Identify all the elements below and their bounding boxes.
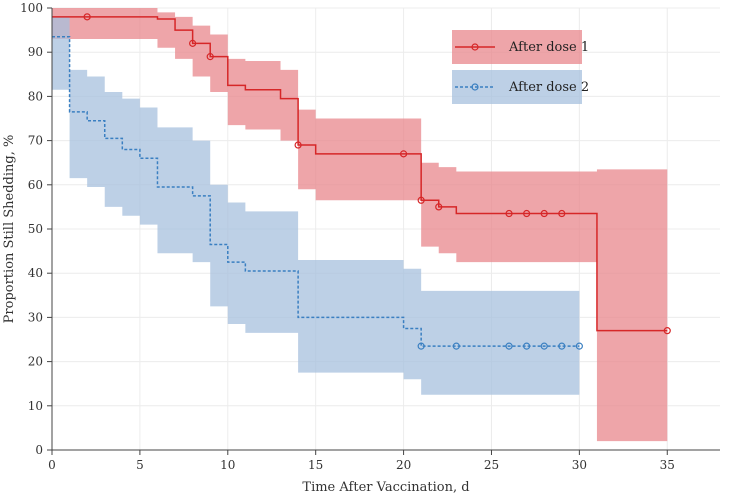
legend: After dose 1 After dose 2: [452, 30, 589, 104]
x-axis-title: Time After Vaccination, d: [302, 480, 469, 495]
censor-marker: [558, 209, 566, 218]
x-tick-label: 20: [396, 458, 411, 472]
confidence-band-1: [52, 8, 668, 442]
censor-marker: [540, 209, 548, 218]
censor-marker: [294, 141, 302, 149]
censor-marker: [399, 150, 408, 158]
y-tick-label: 80: [28, 89, 43, 103]
censor-markers: [83, 13, 671, 350]
survival-line-2: [52, 35, 580, 347]
censor-marker: [663, 327, 671, 335]
legend-label: After dose 1: [508, 40, 589, 55]
x-tick-label: 5: [136, 458, 144, 472]
legend-marker-swatch: [471, 43, 479, 51]
censor-marker: [206, 53, 214, 61]
y-tick-label: 40: [28, 266, 43, 280]
censor-marker: [523, 342, 531, 350]
censor-marker: [417, 196, 425, 204]
y-tick-label: 20: [28, 355, 43, 369]
censor-marker: [558, 342, 566, 350]
y-tick-label: 70: [28, 134, 43, 148]
y-tick-label: 90: [28, 45, 43, 59]
y-tick-label: 60: [28, 178, 43, 192]
censor-marker: [452, 342, 460, 350]
survival-line-1: [52, 16, 668, 332]
survival-lines: [52, 16, 668, 347]
y-tick-label: 30: [28, 310, 43, 324]
y-tick-label: 50: [28, 222, 43, 236]
y-tick-label: 100: [20, 1, 43, 15]
censor-marker: [505, 342, 513, 350]
legend-label: After dose 2: [508, 80, 589, 95]
y-tick-label: 10: [28, 399, 43, 413]
y-tick-label: 0: [35, 443, 43, 457]
x-tick-label: 15: [308, 458, 323, 472]
legend-marker-swatch: [471, 83, 479, 91]
censor-marker: [83, 13, 91, 21]
confidence-bands: [52, 8, 668, 442]
x-tick-label: 35: [660, 458, 675, 472]
x-tick-label: 30: [572, 458, 587, 472]
censor-marker: [523, 209, 531, 218]
confidence-band-2: [52, 16, 580, 395]
censor-marker: [505, 209, 513, 218]
censor-marker: [540, 342, 548, 350]
censor-marker: [575, 342, 583, 350]
censor-marker: [435, 203, 443, 211]
x-tick-label: 25: [484, 458, 499, 472]
x-tick-label: 0: [48, 458, 56, 472]
y-axis-title: Proportion Still Shedding, %: [2, 135, 17, 324]
axis-ticks: 0 5 10 15 20 25 30 35 0 10 20 30 40 50 60 70 80 90 100: [20, 1, 675, 472]
censor-marker: [417, 342, 425, 350]
x-tick-label: 10: [220, 458, 235, 472]
legend-band-swatch: [452, 70, 582, 104]
censor-marker: [189, 39, 197, 47]
